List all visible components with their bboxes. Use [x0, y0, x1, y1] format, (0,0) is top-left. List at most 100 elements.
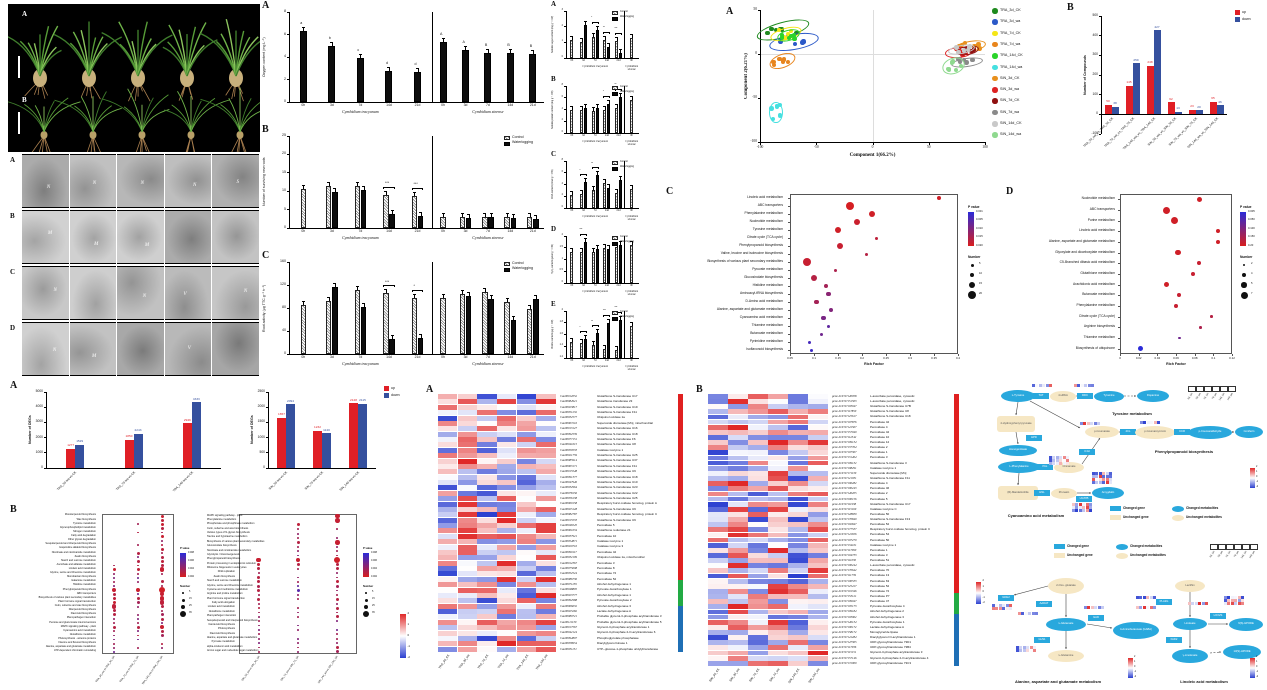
heat-cell [438, 490, 458, 496]
heat-cell [536, 528, 556, 534]
bar-waterlogging [506, 52, 514, 102]
y-tick-label: 400 [1092, 32, 1098, 37]
heat-cell [728, 435, 748, 440]
mini-heat-cell [1230, 596, 1234, 599]
heat-cell [768, 599, 788, 605]
gene-box: LOX2S [1210, 613, 1226, 619]
x-tick-label: 21d [414, 102, 421, 107]
pvalue-tick-label: 0.004 [371, 567, 377, 570]
enrichment-dot [257, 642, 260, 644]
heat-cell [788, 527, 808, 533]
bar-down [1174, 111, 1182, 115]
enrichment-dot [295, 557, 301, 563]
heat-cell [748, 512, 768, 517]
heat-cell [808, 578, 828, 584]
mini-heat-cell [1077, 384, 1081, 387]
number-legend-dot [180, 611, 186, 617]
bar-value-up: 1657 [278, 412, 285, 417]
gene-name: Peroxidase 52 [597, 576, 617, 581]
em-micrograph-tile: N [212, 266, 259, 320]
error-bar-cap [630, 185, 634, 186]
mini-heat-cell [1052, 462, 1056, 465]
bar-waterlogging [595, 29, 599, 58]
error-bar [510, 48, 512, 53]
bar-waterlogging [299, 31, 307, 102]
plant-photos-panel: A B [8, 4, 260, 152]
heat-cell [708, 527, 728, 533]
error-bar [513, 315, 515, 320]
heat-cell [497, 496, 517, 502]
zero-gridline-v [872, 10, 873, 142]
y-axis-label: Root activity (μg TTC g⁻¹ h⁻¹) [262, 284, 266, 332]
error-bar [608, 318, 610, 323]
pathway-row-label: Biosynthesis of various plant secondary … [207, 539, 265, 543]
heat-cell [477, 582, 497, 588]
x-tick-label: 3d [582, 283, 585, 287]
error-bar-cap [618, 175, 622, 177]
y-tick-label: 80 [282, 305, 286, 309]
y-tick-label: 2 [561, 308, 563, 311]
bar-down [1111, 106, 1119, 115]
column-label: SIN_3d_CK [708, 667, 721, 683]
row-tick [788, 206, 790, 207]
mini-heat-cell [1142, 596, 1146, 599]
gene-name: Peroxidase 1 [870, 547, 888, 552]
enrichment-dot [297, 545, 299, 548]
gene-name: Catalase isozyme 1 [870, 465, 897, 470]
heat-cell [788, 594, 808, 599]
gene-box: GAD [1088, 615, 1104, 621]
heat-cell [708, 501, 728, 507]
mini-heat-cell [1227, 599, 1231, 602]
pathway-row-label: Starch and sucrose metabolism [207, 579, 243, 583]
mini-heat-cell [1092, 481, 1095, 484]
heat-cell [536, 609, 556, 615]
enrichment-dot [1170, 217, 1178, 225]
heat-cell [748, 465, 768, 471]
heat-cell [748, 481, 768, 487]
heat-cell [808, 527, 828, 533]
y-tick-label: 8 [561, 83, 563, 86]
heat-cell [708, 506, 728, 512]
heat-cell [477, 453, 497, 459]
heat-cell [748, 599, 768, 605]
heat-cell [808, 399, 828, 404]
gene-name: Glutathione S-transferase F11 [597, 410, 637, 415]
mini-heat-cell [1227, 602, 1231, 605]
gene-id: gene-LOC97109134 [832, 440, 857, 445]
error-bar-cap [615, 346, 619, 348]
heat-cell [728, 640, 748, 646]
mini-heat-cell [1005, 607, 1009, 610]
enrichment-dot [136, 551, 140, 555]
heat-cell [438, 560, 458, 566]
heat-cell [536, 587, 556, 593]
x-tick [816, 142, 817, 145]
x-tick [1176, 354, 1177, 356]
error-bar [616, 103, 618, 108]
gene-id: gene-LOC97153121 [832, 594, 857, 599]
heat-cell [708, 655, 728, 661]
error-bar [616, 36, 618, 41]
error-bar-cap [486, 48, 490, 50]
x-tick [760, 142, 761, 145]
number-legend-label: 10 [979, 272, 982, 275]
heat-cell [708, 394, 728, 399]
enrichment-dot [111, 604, 117, 609]
pathway-row-label: Thiamine metabolism [1083, 335, 1115, 339]
y-tick-label: 4 [284, 54, 286, 58]
gene-id: Cau00013127 [560, 426, 578, 431]
y-tick [563, 322, 566, 324]
sample-point [777, 27, 782, 33]
panel-letter: C [551, 150, 557, 158]
heat-cell [438, 555, 458, 561]
error-bar-cap [607, 42, 611, 44]
x-tick-label: -100 [756, 145, 764, 149]
legend-swatch-control [612, 161, 618, 165]
gene-name: Peroxidase 42 [870, 419, 890, 424]
heat-cell [477, 506, 497, 512]
biochem-chart-d: D H₂O₂ content (μmol g⁻¹ FW) 0 0.5 1 1.5 2 0h **… [551, 225, 641, 300]
mini-heat-cell [1142, 606, 1146, 609]
gene-name: Peroxidase 2 [870, 445, 888, 450]
heat-cell [497, 630, 517, 636]
heat-cell [438, 410, 458, 416]
heat-cell [497, 625, 517, 631]
